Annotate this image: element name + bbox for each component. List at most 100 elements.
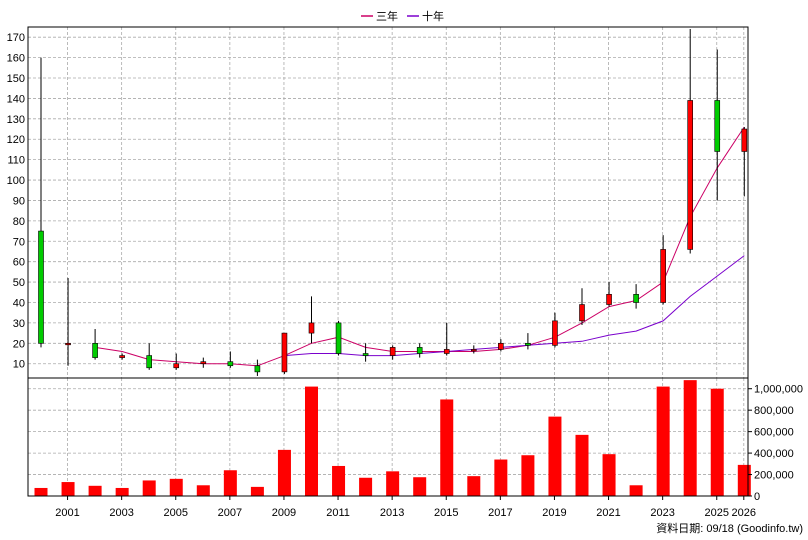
x-tick-label: 2017 bbox=[488, 507, 512, 519]
x-tick-label: 2021 bbox=[596, 507, 620, 519]
candle-body bbox=[389, 347, 396, 356]
candle-body bbox=[308, 322, 315, 334]
price-tick-label: 140 bbox=[7, 93, 25, 105]
x-tick-label: 2019 bbox=[542, 507, 566, 519]
candle-body bbox=[146, 355, 152, 369]
volume-tick-label: 1,000,000 bbox=[754, 384, 803, 396]
price-panel: 10 20 30 40 50 60 70 80 90 100 110 120 130 140 150 160 1… bbox=[7, 26, 749, 379]
price-tick-label: 40 bbox=[13, 297, 25, 309]
price-tick-label: 160 bbox=[7, 53, 25, 65]
volume-bar bbox=[737, 464, 751, 496]
price-grid bbox=[28, 27, 748, 378]
candle-body bbox=[416, 347, 423, 354]
price-tick-label: 130 bbox=[7, 114, 25, 126]
x-tick-label: 2001 bbox=[55, 507, 79, 519]
price-frame bbox=[27, 26, 749, 379]
volume-bar bbox=[467, 476, 481, 496]
volume-bar bbox=[440, 399, 454, 496]
volume-bar bbox=[602, 454, 616, 496]
volume-bar bbox=[413, 477, 427, 496]
volume-frame bbox=[27, 377, 749, 497]
x-tick-label: 2015 bbox=[434, 507, 458, 519]
data-date-footer: 資料日期: 09/18 (Goodinfo.tw) bbox=[656, 521, 803, 535]
candle-body bbox=[525, 343, 531, 346]
volume-y-axis: 0 200,000 400,000 600,000 800,000 1,000,000 bbox=[748, 384, 803, 503]
candle-body bbox=[65, 343, 71, 346]
x-tick-label: 2013 bbox=[380, 507, 404, 519]
candle-body bbox=[741, 128, 748, 152]
candle-body bbox=[362, 353, 369, 356]
legend: 三年 十年 bbox=[361, 9, 444, 23]
legend-label-3y: 三年 bbox=[376, 9, 398, 23]
volume-bar bbox=[332, 465, 346, 496]
candle-body bbox=[38, 230, 44, 344]
volume-tick-label: 400,000 bbox=[754, 448, 794, 460]
candle-body bbox=[227, 361, 234, 367]
volume-tick-label: 0 bbox=[754, 491, 760, 503]
price-tick-label: 10 bbox=[13, 359, 25, 371]
candle-body bbox=[119, 355, 125, 358]
candle-body bbox=[552, 320, 558, 346]
price-tick-label: 70 bbox=[13, 236, 25, 248]
moving-average-lines bbox=[95, 126, 745, 367]
x-tick-label: 2003 bbox=[109, 507, 133, 519]
volume-bar bbox=[629, 485, 643, 496]
candle-body bbox=[335, 322, 342, 354]
x-tick-label: 2009 bbox=[272, 507, 296, 519]
price-tick-label: 50 bbox=[13, 277, 25, 289]
price-tick-label: 120 bbox=[7, 134, 25, 146]
legend-label-10y: 十年 bbox=[422, 9, 444, 23]
volume-tick-label: 600,000 bbox=[754, 427, 794, 439]
ma-line-10y bbox=[284, 255, 745, 357]
volume-bar bbox=[521, 455, 535, 496]
volume-tick-label: 800,000 bbox=[754, 405, 794, 417]
price-tick-label: 30 bbox=[13, 318, 25, 330]
candle-body bbox=[281, 332, 288, 373]
candle-body bbox=[173, 363, 180, 369]
candle-body bbox=[443, 349, 450, 354]
volume-bar bbox=[548, 416, 562, 496]
volume-tick-label: 200,000 bbox=[754, 470, 794, 482]
volume-bar bbox=[115, 487, 129, 496]
candle-body bbox=[200, 361, 207, 365]
volume-grid bbox=[28, 378, 748, 496]
x-tick-label: 2011 bbox=[326, 507, 350, 519]
price-tick-label: 90 bbox=[13, 195, 25, 207]
x-axis: 2001 2003 2005 2007 2009 2011 2013 2015 2017 2019… bbox=[55, 496, 756, 519]
candle-body bbox=[470, 349, 477, 352]
price-tick-label: 80 bbox=[13, 216, 25, 228]
x-tick-label: 2025 bbox=[705, 507, 729, 519]
volume-bar bbox=[656, 386, 670, 496]
volume-bar bbox=[683, 380, 697, 496]
x-tick-label: 2023 bbox=[650, 507, 674, 519]
volume-bar bbox=[223, 470, 237, 496]
candle-body bbox=[92, 343, 98, 358]
price-tick-label: 170 bbox=[7, 32, 25, 44]
candle-body bbox=[254, 365, 261, 373]
volume-bar bbox=[710, 388, 724, 496]
candle-body bbox=[660, 249, 666, 303]
volume-bar bbox=[250, 486, 264, 496]
candle-body bbox=[633, 294, 639, 303]
volume-bar bbox=[277, 449, 291, 496]
volume-bar bbox=[575, 434, 589, 496]
volume-bar bbox=[34, 487, 48, 496]
candle-body bbox=[714, 100, 721, 152]
candle-body bbox=[498, 343, 504, 350]
ma-line-3y bbox=[95, 126, 745, 367]
volume-bar bbox=[494, 459, 508, 496]
volume-bars bbox=[34, 380, 751, 496]
x-tick-label: 2026 bbox=[732, 507, 756, 519]
volume-bar bbox=[61, 482, 75, 496]
volume-bar bbox=[305, 386, 318, 496]
candle-body bbox=[606, 294, 612, 305]
price-tick-label: 100 bbox=[7, 175, 25, 187]
volume-bar bbox=[88, 485, 102, 496]
volume-bar bbox=[169, 478, 183, 496]
x-tick-label: 2005 bbox=[164, 507, 188, 519]
volume-bar bbox=[142, 480, 156, 496]
price-y-axis: 10 20 30 40 50 60 70 80 90 100 110 120 130 140 150 160 1… bbox=[7, 32, 25, 371]
price-tick-label: 110 bbox=[7, 155, 25, 167]
price-tick-label: 20 bbox=[13, 338, 25, 350]
